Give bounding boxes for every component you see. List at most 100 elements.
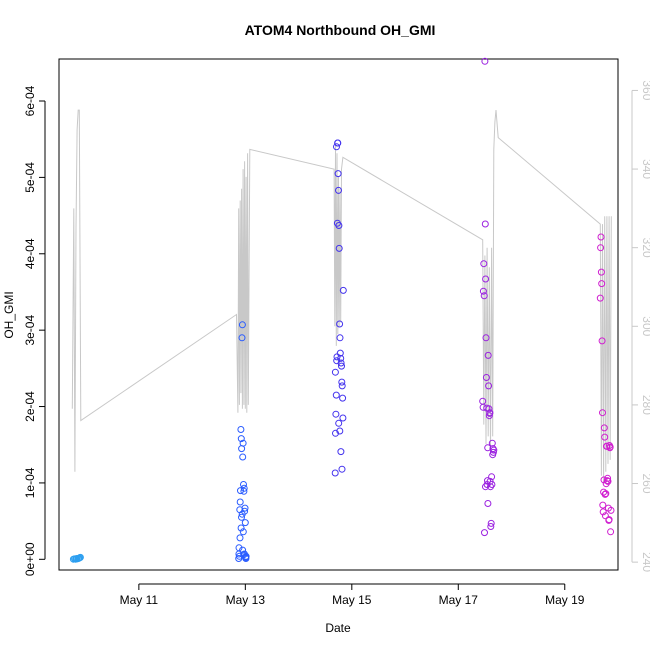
data-point [239,453,247,461]
data-point [338,465,346,473]
data-point [237,487,244,495]
data-point [480,260,488,268]
data-point [488,473,496,481]
data-point [601,490,609,498]
data-point [238,321,246,329]
y-tick-label: 0e+00 [23,542,37,576]
data-point [241,504,249,512]
data-point [240,551,248,559]
data-point [487,519,495,527]
data-point [488,481,496,488]
data-point [337,359,345,367]
line-layer [71,109,612,484]
data-point [336,349,344,357]
data-point [604,477,612,485]
data-point [482,483,489,491]
y-tick-label: 4e-04 [23,238,37,269]
data-point [335,186,342,194]
data-point [339,286,347,294]
data-point [481,529,488,537]
data-point [338,362,345,370]
y2-tick-label: 300 [640,316,650,336]
data-point [332,391,340,399]
data-point [237,524,245,532]
y2-tick-label: 360 [640,80,650,100]
data-point [242,555,250,562]
data-point [598,337,606,345]
data-point [334,139,342,147]
data-point [335,222,343,229]
data-point [481,220,489,228]
data-point [487,523,495,530]
data-point [339,394,347,402]
data-point [336,427,344,435]
data-point [482,374,490,381]
x-tick-label: May 19 [545,593,585,607]
data-point [607,528,615,536]
y-tick-label: 5e-04 [23,162,37,193]
data-point [488,439,496,447]
data-point [490,446,498,454]
chart-title: ATOM4 Northbound OH_GMI [245,22,436,38]
data-point [333,143,340,151]
x-tick-label: May 15 [332,593,372,607]
data-point [481,57,489,65]
data-point [597,244,605,252]
y2-tick-label: 260 [640,473,650,493]
data-point [239,439,247,447]
data-point [238,513,245,521]
data-point [335,244,343,252]
y2-tick-label: 240 [640,552,650,572]
data-point [338,378,346,386]
data-point [604,474,612,482]
data-point [331,368,339,376]
data-point [485,405,493,413]
data-point [336,334,344,342]
data-point [334,170,342,178]
data-point [607,506,615,514]
data-point [337,354,345,362]
x-tick-label: May 17 [439,593,479,607]
temperature-line [71,109,612,484]
data-point [600,476,608,484]
data-point [339,414,347,422]
data-point [72,555,80,563]
data-point [237,435,245,443]
y2-tick-label: 320 [640,238,650,258]
data-point [236,534,244,542]
data-point [240,484,248,492]
data-point [479,287,487,295]
data-point [486,409,494,417]
data-point [597,233,605,241]
data-point [605,516,613,524]
data-point [239,546,247,554]
data-point [601,512,609,520]
data-point [240,481,247,488]
data-point [335,419,343,427]
x-tick-label: May 11 [120,593,159,607]
data-point [337,448,345,456]
y2-tick-label: 280 [640,395,650,415]
x-axis-label: Date [325,621,351,635]
data-point [598,280,606,288]
data-point [599,508,607,516]
data-point [601,433,609,441]
data-point [485,382,493,390]
data-point [602,490,610,498]
y-axis-label: OH_GMI [2,291,16,338]
data-point [484,351,492,359]
data-point [238,334,246,342]
y-tick-label: 3e-04 [23,315,37,346]
data-point [237,426,245,433]
plot-box [58,58,619,571]
data-point [480,292,488,300]
data-point [596,294,604,302]
y-tick-label: 1e-04 [23,467,37,498]
data-point [239,528,247,536]
data-point [606,443,614,451]
y-tick-label: 2e-04 [23,391,37,422]
data-point [603,477,611,485]
data-point [484,444,492,452]
